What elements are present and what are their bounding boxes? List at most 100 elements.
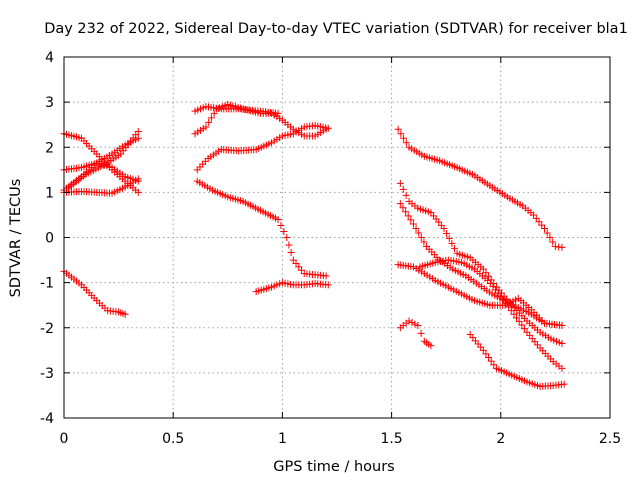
data-point <box>400 134 408 142</box>
data-point <box>121 310 129 318</box>
data-point <box>399 204 407 212</box>
chart-title: Day 232 of 2022, Sidereal Day-to-day VTE… <box>44 21 628 37</box>
data-point <box>510 310 518 318</box>
data-point <box>440 224 448 232</box>
data-point <box>490 361 498 369</box>
series-arc-8 <box>191 103 282 117</box>
data-point <box>134 188 142 196</box>
x-tick-label: 2.5 <box>599 431 621 447</box>
data-point <box>445 234 453 242</box>
data-point <box>415 229 423 237</box>
y-tick-label: -2 <box>40 321 54 337</box>
series-arc-12 <box>394 125 566 251</box>
data-point <box>412 224 420 232</box>
data-point <box>487 357 495 365</box>
series-arc-15 <box>394 261 566 329</box>
data-point <box>324 124 332 132</box>
data-point <box>399 185 407 193</box>
series-arc-7 <box>191 100 330 140</box>
y-tick-label: 0 <box>45 231 54 247</box>
series-arc-11 <box>252 279 332 296</box>
data-point <box>134 127 142 135</box>
data-point <box>546 234 554 241</box>
y-tick-label: 1 <box>45 185 54 201</box>
series-arc-16 <box>416 256 566 372</box>
data-point <box>417 329 425 337</box>
data-points <box>60 100 568 390</box>
grid-lines <box>64 57 610 418</box>
data-point <box>520 325 528 333</box>
data-point <box>280 227 288 235</box>
data-point <box>402 208 410 216</box>
y-axis-label: SDTVAR / TECUs <box>8 179 24 298</box>
y-tick-label: 4 <box>45 50 54 66</box>
series-arc-5 <box>64 127 142 192</box>
data-point <box>482 269 490 277</box>
data-point <box>277 221 285 229</box>
y-tick-label: 3 <box>45 95 54 111</box>
data-point <box>513 314 521 322</box>
data-point <box>482 350 490 358</box>
data-point <box>394 125 402 133</box>
series-arc-9 <box>193 122 332 174</box>
data-point <box>408 318 416 326</box>
data-point <box>558 321 566 329</box>
x-tick-label: 1 <box>278 431 287 447</box>
data-point <box>414 321 422 329</box>
data-point <box>324 281 332 289</box>
data-point <box>274 109 282 117</box>
data-point <box>558 340 566 348</box>
data-point <box>540 224 548 232</box>
series-arc-10 <box>193 177 330 280</box>
data-point <box>443 229 451 237</box>
y-tick-label: -3 <box>40 366 54 382</box>
data-point <box>505 303 513 311</box>
data-point <box>427 342 435 350</box>
y-tick-label: -4 <box>40 411 54 427</box>
data-point <box>485 272 493 280</box>
data-point <box>507 307 515 315</box>
data-point <box>285 241 293 249</box>
data-point <box>543 229 551 237</box>
y-tick-label: 2 <box>45 140 54 156</box>
data-point <box>420 238 428 246</box>
data-point <box>322 272 330 280</box>
data-point <box>402 139 410 147</box>
data-point <box>274 215 282 223</box>
data-point <box>485 354 493 362</box>
data-point <box>405 317 413 325</box>
data-point <box>549 238 557 246</box>
data-point <box>283 234 291 241</box>
x-tick-label: 0.5 <box>162 431 184 447</box>
data-point <box>558 364 566 372</box>
data-point <box>411 320 419 328</box>
x-axis-label: GPS time / hours <box>273 459 394 475</box>
data-point <box>202 123 210 131</box>
data-point <box>404 212 412 220</box>
series-arc-6 <box>60 267 129 318</box>
data-point <box>205 118 213 126</box>
data-point <box>560 380 568 388</box>
x-tick-label: 1.5 <box>380 431 402 447</box>
data-point <box>450 244 458 252</box>
data-point <box>558 243 566 251</box>
data-point <box>207 114 215 122</box>
data-point <box>417 234 425 241</box>
data-point <box>502 299 510 307</box>
data-point <box>479 265 487 273</box>
y-tick-label: -1 <box>40 276 54 292</box>
axis-ticks: 0 0.5 1 1.5 2 2.5 -4 -3 -2 -1 0 1 2 3 4 <box>40 50 621 447</box>
data-point <box>499 296 507 304</box>
data-point <box>518 321 526 329</box>
x-tick-label: 2 <box>496 431 505 447</box>
series-arc-17 <box>396 317 435 350</box>
data-point <box>210 109 218 117</box>
data-point <box>396 200 404 208</box>
data-point <box>479 346 487 354</box>
x-tick-label: 0 <box>60 431 69 447</box>
data-point <box>402 191 410 199</box>
data-point <box>287 249 295 257</box>
data-point <box>409 220 417 228</box>
data-point <box>448 239 456 247</box>
